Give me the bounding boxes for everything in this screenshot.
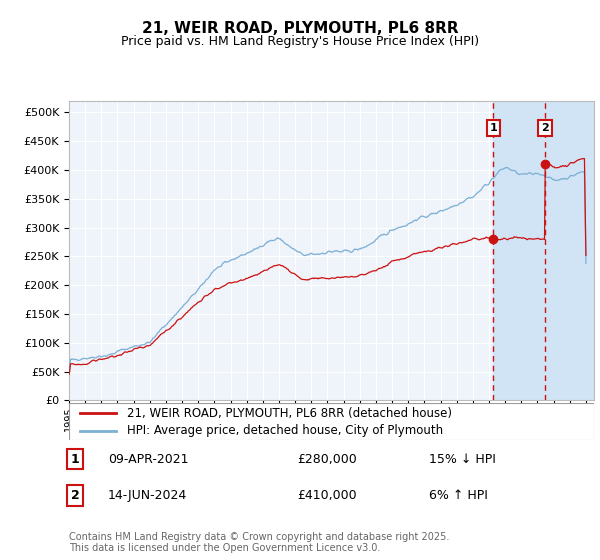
Text: 09-APR-2021: 09-APR-2021 xyxy=(108,452,188,466)
Text: 1: 1 xyxy=(71,452,79,466)
Text: £280,000: £280,000 xyxy=(297,452,357,466)
Text: HPI: Average price, detached house, City of Plymouth: HPI: Average price, detached house, City… xyxy=(127,424,443,437)
Text: 2: 2 xyxy=(71,489,79,502)
Text: 1: 1 xyxy=(490,123,497,133)
Text: 14-JUN-2024: 14-JUN-2024 xyxy=(108,489,187,502)
Text: 21, WEIR ROAD, PLYMOUTH, PL6 8RR: 21, WEIR ROAD, PLYMOUTH, PL6 8RR xyxy=(142,21,458,36)
Text: Contains HM Land Registry data © Crown copyright and database right 2025.
This d: Contains HM Land Registry data © Crown c… xyxy=(69,531,449,553)
Text: 15% ↓ HPI: 15% ↓ HPI xyxy=(429,452,496,466)
Text: £410,000: £410,000 xyxy=(297,489,356,502)
Text: 21, WEIR ROAD, PLYMOUTH, PL6 8RR (detached house): 21, WEIR ROAD, PLYMOUTH, PL6 8RR (detach… xyxy=(127,407,452,420)
Text: 2: 2 xyxy=(541,123,549,133)
Text: 6% ↑ HPI: 6% ↑ HPI xyxy=(429,489,488,502)
Text: Price paid vs. HM Land Registry's House Price Index (HPI): Price paid vs. HM Land Registry's House … xyxy=(121,35,479,48)
Bar xyxy=(493,101,594,400)
